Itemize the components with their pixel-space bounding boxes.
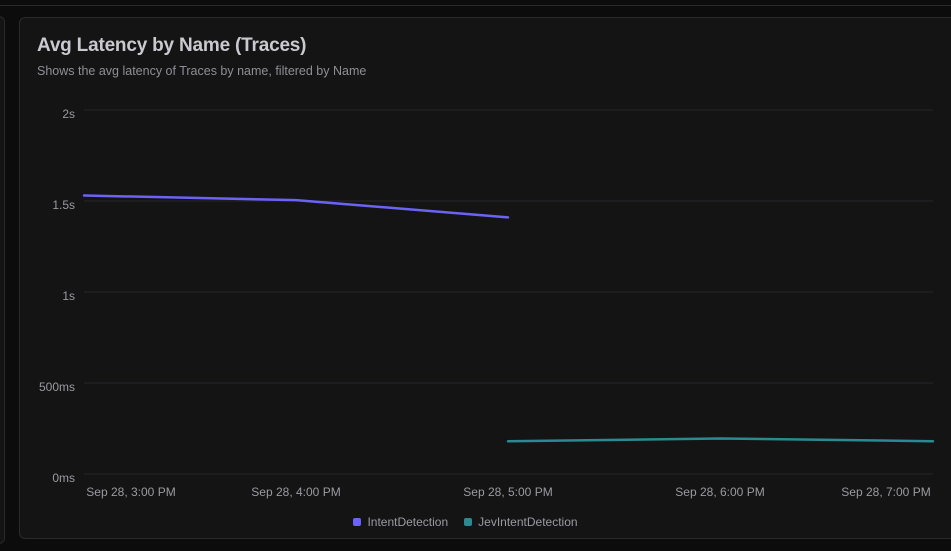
chart-subtitle: Shows the avg latency of Traces by name,… [37,64,367,78]
grid-layer [84,109,933,475]
chart-legend: IntentDetection JevIntentDetection [0,515,941,529]
series-line[interactable] [82,194,510,219]
x-tick-label: Sep 28, 6:00 PM [675,485,764,499]
y-tick-label: 2s [62,107,75,121]
y-tick-label: 0ms [52,471,75,485]
legend-item[interactable]: JevIntentDetection [464,515,578,529]
chart-title: Avg Latency by Name (Traces) [37,35,307,56]
series-layer [82,194,935,443]
y-axis-ticks: 0ms 500ms 1s 1.5s 2s [39,107,75,485]
legend-label: IntentDetection [367,515,449,529]
legend-swatch [464,518,473,526]
legend-item[interactable]: IntentDetection [353,515,448,529]
series-line[interactable] [506,437,935,443]
legend-label: JevIntentDetection [478,515,578,529]
y-tick-label: 1.5s [52,198,75,212]
x-tick-label: Sep 28, 7:00 PM [841,485,930,499]
x-tick-label: Sep 28, 4:00 PM [251,485,340,499]
x-tick-label: Sep 28, 3:00 PM [86,485,175,499]
x-tick-label: Sep 28, 5:00 PM [463,485,552,499]
legend-swatch [353,518,362,526]
y-tick-label: 1s [62,289,75,303]
top-divider [0,0,951,6]
y-tick-label: 500ms [39,380,75,394]
x-axis-ticks: Sep 28, 3:00 PM Sep 28, 4:00 PM Sep 28, 5:… [86,485,930,499]
chart-panel: Avg Latency by Name (Traces) Shows the a… [19,17,951,539]
